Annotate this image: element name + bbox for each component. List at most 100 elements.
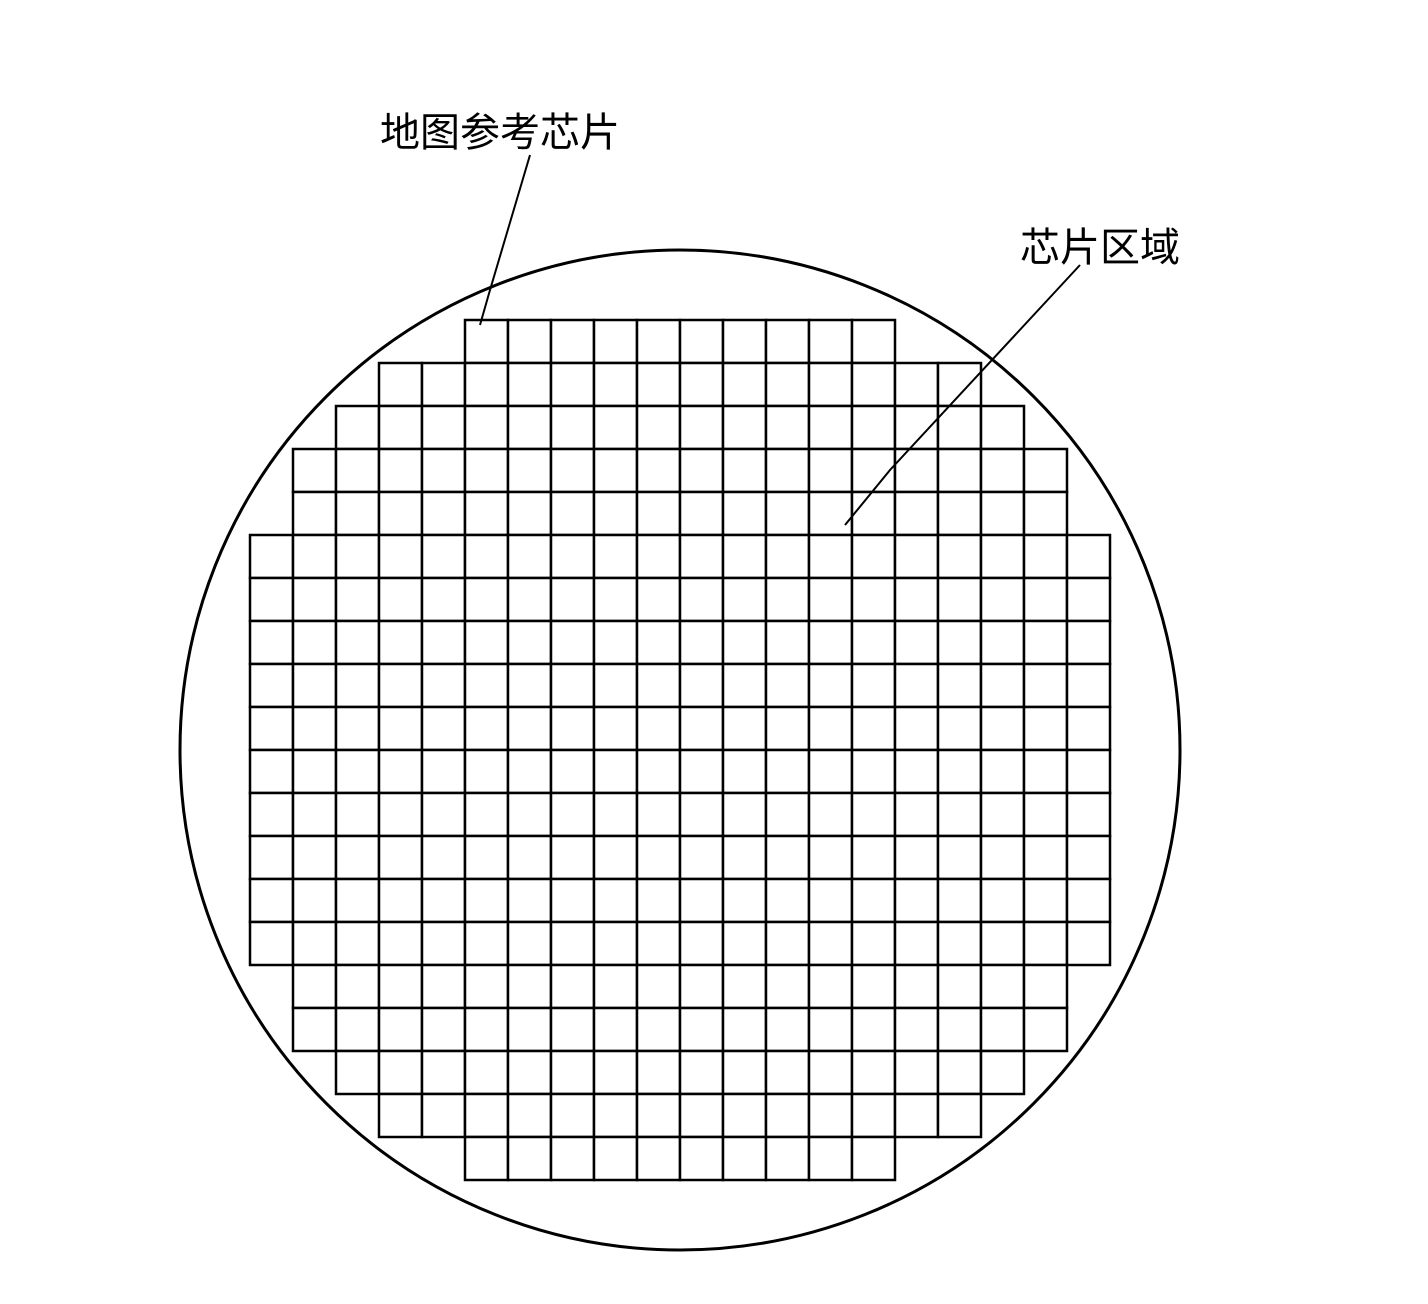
die-cell [938,1008,981,1051]
die-cell [895,363,938,406]
die-cell [852,363,895,406]
die-cell [809,1051,852,1094]
die-cell [250,793,293,836]
die-cell [766,664,809,707]
die-cell [1067,621,1110,664]
die-cell [680,793,723,836]
die-cell [723,1051,766,1094]
die-cell [852,879,895,922]
die-cell [637,1051,680,1094]
die-cell [379,492,422,535]
die-cell [938,750,981,793]
die-cell [680,750,723,793]
die-cell [637,707,680,750]
die-cell [1024,1008,1067,1051]
die-cell [981,879,1024,922]
die-cell [594,707,637,750]
die-cell [465,707,508,750]
die-cell [422,793,465,836]
die-cell [938,621,981,664]
die-cell [766,406,809,449]
die-cell [981,664,1024,707]
die-cell [336,707,379,750]
die-cell [594,363,637,406]
die-cell [680,578,723,621]
die-cell [551,1094,594,1137]
die-cell [938,535,981,578]
die-cell [594,879,637,922]
die-cell [422,707,465,750]
die-cell [551,793,594,836]
die-cell [766,492,809,535]
die-cell [809,578,852,621]
die-cell [1067,578,1110,621]
die-cell [852,965,895,1008]
die-cell [508,879,551,922]
die-cell [551,406,594,449]
die-cell [594,535,637,578]
die-cell [981,449,1024,492]
die-cell [766,750,809,793]
die-cell [508,363,551,406]
die-cell [723,836,766,879]
die-cell [594,406,637,449]
die-cell [422,836,465,879]
leader-reference [480,155,530,325]
die-cell [981,793,1024,836]
die-cell [379,363,422,406]
die-cell [379,965,422,1008]
die-cell [465,793,508,836]
die-cell [938,1094,981,1137]
die-cell [594,1094,637,1137]
die-cell [1024,492,1067,535]
die-cell [981,922,1024,965]
die-cell [508,1008,551,1051]
die-cell [1024,922,1067,965]
die-cell [766,793,809,836]
die-cell [723,449,766,492]
die-cell [379,1051,422,1094]
die-cell [551,492,594,535]
die-cell [895,707,938,750]
die-cell [336,965,379,1008]
die-cell [336,621,379,664]
die-cell [895,664,938,707]
die-cell [1067,879,1110,922]
die-cell [680,1051,723,1094]
die-cell [637,793,680,836]
die-cell [1024,836,1067,879]
die-cell [680,965,723,1008]
die-cell [551,1008,594,1051]
die-cell [379,449,422,492]
die-cell [293,965,336,1008]
die-cell [938,1051,981,1094]
die-cell [465,320,508,363]
die-cell [551,879,594,922]
die-cell [250,836,293,879]
die-cell [723,492,766,535]
die-cell [594,922,637,965]
die-cell [723,879,766,922]
die-cell [1024,578,1067,621]
die-cell [895,922,938,965]
die-cell [508,922,551,965]
die-cell [766,836,809,879]
die-cell [809,1137,852,1180]
die-cell [379,664,422,707]
die-cell [981,406,1024,449]
die-cell [379,621,422,664]
die-cell [809,449,852,492]
die-cell [594,1051,637,1094]
die-cell [594,793,637,836]
die-cell [981,1008,1024,1051]
die-cell [938,965,981,1008]
die-cell [895,621,938,664]
die-cell [1067,750,1110,793]
die-cell [637,320,680,363]
die-cell [293,750,336,793]
die-cell [293,836,336,879]
die-cell [379,1008,422,1051]
die-cell [723,320,766,363]
die-cell [895,535,938,578]
die-cell [938,578,981,621]
